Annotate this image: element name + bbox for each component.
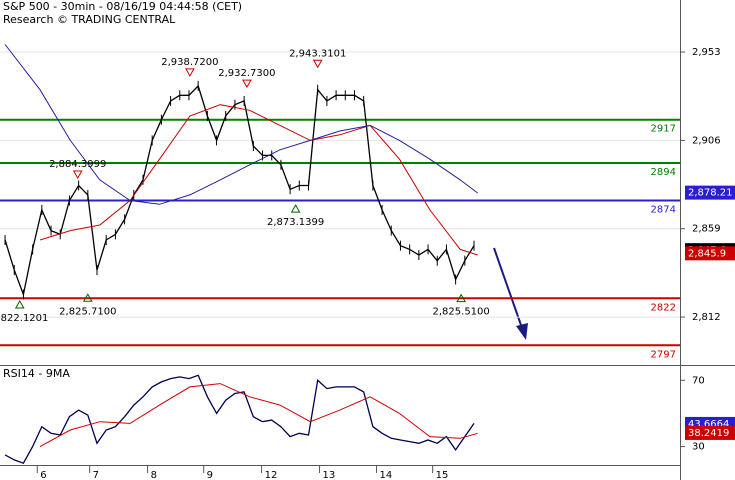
level-label: 2917 [651, 124, 676, 135]
series-line [4, 44, 478, 205]
peak-label: 2,884.3999 [49, 159, 106, 170]
x-tick-label: 12 [265, 470, 278, 480]
y-tick-label: 70 [692, 375, 705, 386]
peak-marker [312, 59, 323, 69]
x-tick-label: 13 [323, 470, 336, 480]
x-tick-label: 14 [380, 470, 393, 480]
x-tick-label: 9 [207, 470, 213, 480]
series-line [39, 383, 478, 448]
trough-marker [456, 293, 467, 303]
series-line [39, 104, 478, 256]
level-label: 2822 [651, 302, 676, 313]
level-label: 2797 [651, 349, 676, 360]
x-tick-label: 7 [93, 470, 99, 480]
x-tick-label: 6 [40, 470, 46, 480]
trough-marker [290, 204, 301, 213]
peak-marker [242, 79, 252, 89]
trough-label: 2,873.1399 [267, 217, 324, 228]
last-value-box [685, 246, 735, 261]
trough-label: 2,825.5100 [433, 307, 490, 318]
last-value-label: 2,845.9 [688, 248, 726, 259]
level-label: 2874 [651, 205, 676, 216]
last-value-label: 38.2419 [688, 428, 729, 439]
last-value-box [685, 425, 735, 440]
trough-marker [14, 300, 25, 309]
y-tick-label: 30 [692, 442, 705, 453]
x-tick-label: 15 [436, 470, 449, 480]
chart-title: S&P 500 - 30min - 08/16/19 04:44:58 (CET… [3, 0, 242, 13]
level-label: 2894 [651, 167, 676, 178]
trend-arrow-head [516, 323, 528, 340]
x-tick-label: 8 [151, 470, 157, 480]
series-line [4, 84, 475, 297]
last-value-box [685, 185, 735, 200]
peak-label: 2,932.7300 [218, 68, 275, 79]
y-tick-label: 2,953 [692, 47, 721, 58]
trough-label: 2,825.7100 [59, 306, 116, 317]
trough-marker [82, 293, 93, 302]
peak-marker [185, 68, 195, 77]
last-value-label: 2,878.21 [688, 188, 733, 199]
y-tick-label: 2,906 [692, 135, 721, 146]
peak-marker [72, 170, 83, 180]
last-value-label: 43.6664 [688, 419, 729, 430]
chart-subtitle: Research © TRADING CENTRAL [3, 13, 176, 26]
rsi-title: RSI14 - 9MA [3, 367, 70, 380]
peak-label: 2,938.7200 [161, 57, 218, 68]
peak-label: 2,943.3101 [289, 48, 346, 59]
y-tick-label: 2,812 [692, 312, 721, 323]
y-tick-label: 2,859 [692, 224, 721, 235]
trough-label: 2,822.1201 [0, 313, 48, 324]
trend-arrow [493, 247, 523, 329]
